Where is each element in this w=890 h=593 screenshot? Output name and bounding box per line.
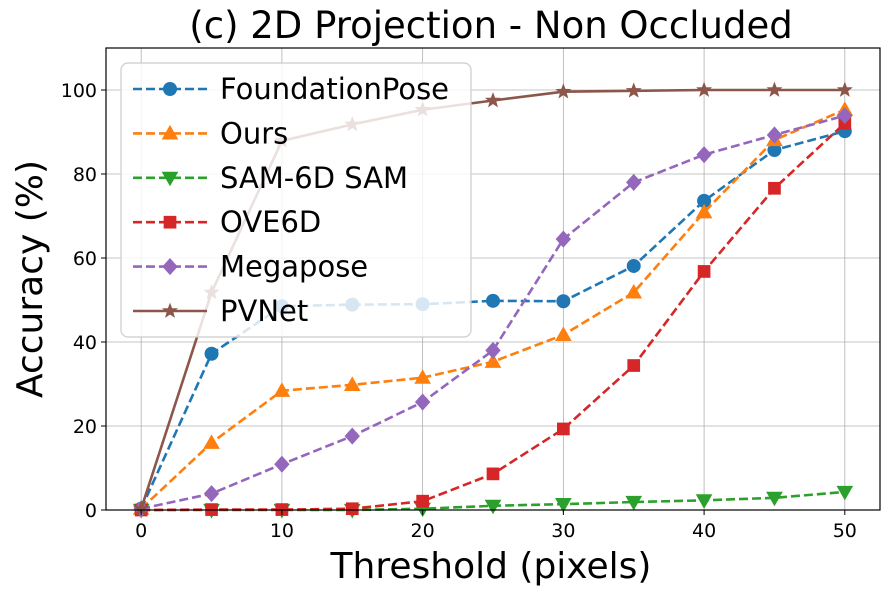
data-point [484,499,502,515]
data-point [486,467,500,481]
x-tick-label: 30 [551,520,575,542]
series-megapose [133,107,853,518]
data-point [416,494,429,508]
data-point [273,382,291,397]
data-point [485,341,501,359]
legend-item: OVE6D [133,205,321,239]
data-point [697,265,711,278]
legend-label: SAM-6D SAM [220,161,408,195]
data-point [696,146,712,164]
data-point [414,393,431,411]
y-tick-label: 100 [61,80,97,102]
data-point [555,230,572,248]
data-point [625,82,642,98]
legend-marker [161,302,179,318]
legend-item: Megapose [133,250,368,284]
legend-label: Megapose [220,250,368,284]
x-axis-label: Threshold (pixels) [330,546,652,587]
data-point [836,485,854,501]
legend-label: OVE6D [220,205,321,239]
data-point [484,353,502,368]
data-point [766,491,783,507]
data-point [557,422,570,436]
data-point [695,203,713,219]
data-point [837,107,853,125]
data-point [203,434,220,449]
legend-label: FoundationPose [220,72,449,106]
data-point [627,359,641,372]
series-sam-6d-sam [132,485,854,519]
y-tick-label: 20 [73,416,97,438]
data-point [766,81,783,97]
data-point [274,455,290,473]
legend-marker [163,82,177,96]
legend-item: Ours [133,116,288,150]
legend-marker [163,215,177,229]
y-tick-label: 80 [73,164,97,186]
x-tick-label: 10 [270,520,294,542]
x-tick-label: 40 [692,520,716,542]
data-point [625,283,643,299]
data-point [484,92,502,108]
data-point [625,495,643,511]
y-tick-label: 40 [73,332,97,354]
x-tick-label: 20 [411,520,435,542]
y-tick-label: 60 [73,248,97,270]
x-tick-label: 0 [135,520,147,542]
data-point [626,258,641,273]
legend-item: SAM-6D SAM [133,161,408,195]
chart-title: (c) 2D Projection - Non Occluded [189,4,792,47]
data-point [204,346,219,361]
legend-item: FoundationPose [133,72,449,106]
legend-label: PVNet [220,294,308,328]
legend-marker [162,258,178,276]
series-line [140,114,846,511]
axis-ticks: 0 10 20 30 40 50 0 20 40 60 80 100 [61,80,857,542]
data-point [768,181,781,195]
data-point [836,81,853,97]
data-point [626,173,642,191]
data-point [203,485,220,503]
data-point [414,369,431,384]
data-point [766,126,783,144]
data-point [555,83,572,99]
plot-frame [105,47,881,511]
data-point [343,376,361,391]
data-point [556,294,571,309]
legend-marker [161,124,179,140]
legend: FoundationPose Ours SAM-6D SAM OVE6D Megapos… [120,62,472,338]
legend-item: PVNet [133,294,308,328]
legend-label: Ours [220,116,288,150]
data-point [344,427,360,445]
y-axis-label: Accuracy (%) [10,160,51,398]
legend-marker [161,171,179,187]
data-point [555,498,572,513]
data-point [695,494,713,509]
data-point [555,326,572,341]
x-tick-label: 50 [833,520,857,542]
data-point [345,502,359,516]
legend-box [120,62,472,338]
data-point [486,293,500,308]
data-point [696,81,713,97]
y-tick-label: 0 [85,500,97,522]
